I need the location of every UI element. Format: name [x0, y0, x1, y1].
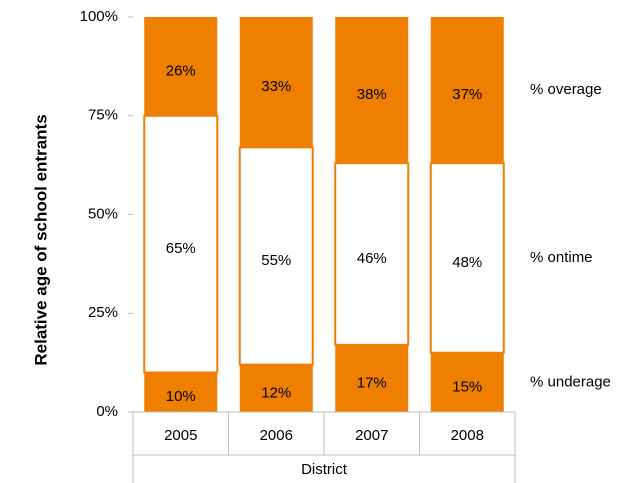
y-tick-label: 75%	[88, 107, 118, 124]
bar-segment	[335, 17, 409, 164]
legend-label: % underage	[530, 373, 611, 390]
legend-label: % overage	[530, 81, 602, 98]
x-tick-label: 2005	[164, 427, 197, 444]
y-tick-label: 0%	[96, 403, 118, 420]
bar-segment	[430, 352, 504, 412]
value-label: 37%	[452, 86, 482, 103]
x-axis-title: District	[301, 461, 348, 478]
y-tick-label: 100%	[80, 8, 118, 25]
bar-segment	[144, 372, 218, 412]
value-label: 48%	[452, 254, 482, 271]
bar-segment	[430, 17, 504, 164]
y-tick-label: 25%	[88, 304, 118, 321]
value-label: 38%	[357, 86, 387, 103]
plot-area	[143, 17, 505, 412]
value-label: 46%	[357, 250, 387, 267]
bar-segment	[144, 17, 218, 116]
value-label: 26%	[166, 62, 196, 79]
legend-label: % ontime	[530, 249, 593, 266]
x-tick-label: 2006	[260, 427, 293, 444]
value-label: 55%	[261, 252, 291, 269]
y-tick-label: 50%	[88, 205, 118, 222]
bar-segment	[335, 344, 409, 412]
value-label: 15%	[452, 378, 482, 395]
bar-segment	[239, 17, 313, 148]
x-tick-label: 2008	[451, 427, 484, 444]
value-label: 33%	[261, 78, 291, 95]
bar-segment	[239, 364, 313, 412]
bar-segment	[238, 146, 314, 366]
bar-segment	[143, 114, 219, 374]
bar-segment	[334, 162, 410, 346]
value-label: 65%	[166, 240, 196, 257]
value-label: 17%	[357, 374, 387, 391]
value-label: 12%	[261, 384, 291, 401]
x-tick-label: 2007	[355, 427, 388, 444]
value-label: 10%	[166, 388, 196, 405]
y-axis-title: Relative age of school entrants	[31, 114, 50, 365]
